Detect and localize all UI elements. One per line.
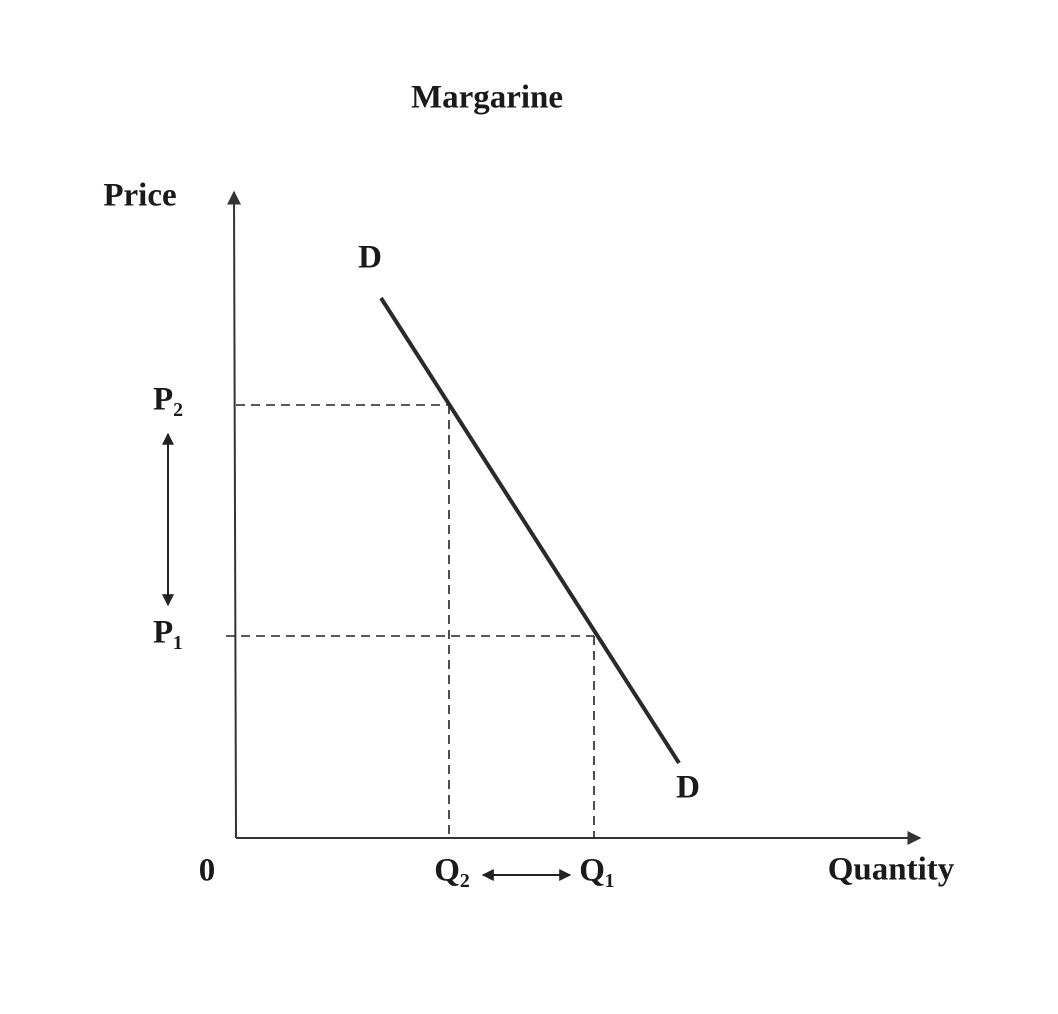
x-axis-label: Quantity <box>828 852 955 888</box>
price-label: P₁ <box>153 615 183 651</box>
curve-label: D <box>676 770 700 806</box>
curve-label: D <box>358 240 382 276</box>
title: Margarine <box>411 80 563 116</box>
demand-curve <box>379 296 681 765</box>
price-label: P₂ <box>153 382 183 418</box>
y-axis <box>227 190 242 839</box>
quantity-label: Q₁ <box>579 853 615 889</box>
origin-label: 0 <box>199 853 216 889</box>
quantity-label: Q₂ <box>434 853 470 889</box>
y-axis-label: Price <box>103 178 176 214</box>
